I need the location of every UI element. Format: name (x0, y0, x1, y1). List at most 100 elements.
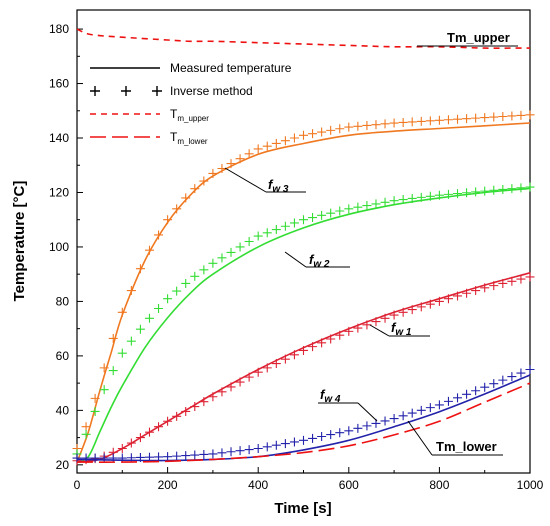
fw2-inverse-point (317, 210, 327, 220)
fw2-inverse-point (462, 188, 472, 198)
fw3-inverse-point (308, 129, 318, 139)
y-tick-label: 100 (49, 240, 69, 254)
fw3-inverse-point (389, 118, 399, 128)
fw2-inverse-point (326, 208, 336, 218)
fw4-inverse-point (443, 396, 453, 406)
fw1-label: fw 1 (391, 320, 412, 338)
fw1-inverse-point (498, 278, 508, 288)
fw1-inverse-point (126, 438, 136, 448)
fw1-inverse-point (380, 313, 390, 323)
fw4-inverse-point (416, 405, 426, 415)
fw2-inverse-point (90, 406, 100, 416)
fw3-label: fw 3 (268, 177, 289, 195)
fw1-inverse-point (244, 372, 254, 382)
fw3-inverse-point (199, 176, 209, 186)
fw3-inverse-point (117, 307, 127, 317)
fw4-inverse-point (398, 411, 408, 421)
fw2-inverse-point (516, 183, 526, 193)
fw1-inverse-point (217, 387, 227, 397)
fw2-inverse-point (443, 189, 453, 199)
y-tick-label: 80 (56, 294, 70, 308)
fw4-inverse-point (380, 416, 390, 426)
fw3-inverse-point (317, 127, 327, 137)
fw2-label: fw 2 (309, 252, 330, 270)
y-tick-label: 60 (56, 349, 70, 363)
fw4-inverse-point (135, 452, 145, 462)
legend-measured-label: Measured temperature (170, 61, 292, 75)
fw3-inverse-point (190, 184, 200, 194)
fw1-inverse-point (362, 320, 372, 330)
fw4-inverse-point (498, 375, 508, 385)
fw1-inverse-point (208, 392, 218, 402)
fw1-inverse-point (299, 345, 308, 355)
fw2-inverse-point (480, 186, 490, 196)
fw1-inverse-point (516, 274, 526, 284)
fw2-leader (284, 251, 307, 268)
legend: Measured temperature Inverse method Tm_u… (90, 61, 292, 146)
fw3-inverse-point (434, 115, 444, 125)
fw1-inverse-point (443, 294, 453, 304)
fw3-inverse-point (525, 110, 535, 120)
fw4-inverse-point (434, 400, 444, 410)
x-tick-label: 800 (429, 478, 449, 492)
x-tick-label: 0 (74, 478, 81, 492)
fw3-inverse-point (172, 204, 182, 214)
fw1-leader (369, 324, 390, 337)
fw2-inverse-point (208, 258, 218, 268)
fw3-inverse-point (471, 113, 481, 123)
fw1-inverse-point (181, 406, 191, 416)
y-tick-label: 40 (56, 403, 70, 417)
fw2-inverse-point (353, 202, 363, 212)
fw1-inverse-point (226, 382, 236, 392)
fw1-inverse-point (507, 276, 517, 286)
fw3-measured-line (76, 122, 531, 463)
fw4-inverse-point (471, 386, 481, 396)
fw1-inverse-point (525, 272, 535, 282)
fw4-inverse-point (99, 453, 109, 463)
fw3-inverse-point (480, 113, 490, 123)
fw4-inverse-point (362, 421, 372, 431)
fw2-inverse-point (181, 278, 191, 288)
fw3-inverse-point (208, 168, 218, 178)
fw3-inverse-point (108, 333, 118, 343)
fw3-inverse-point (181, 193, 191, 203)
fw1-inverse-point (434, 296, 444, 306)
fw3-inverse-point (244, 149, 254, 159)
axis-ticks: 0 200 400 600 800 1000 20 40 60 80 100 120 140 160 180 (49, 22, 544, 492)
fw3-inverse-point (235, 154, 245, 164)
fw4-inverse-point (172, 451, 182, 461)
x-tick-label: 200 (158, 478, 178, 492)
fw1-inverse-point (371, 317, 381, 327)
y-tick-label: 140 (49, 131, 69, 145)
t-lower-label: Tm_lower (436, 439, 497, 454)
fw2-inverse-point (235, 242, 245, 252)
fw4-inverse-point (480, 382, 490, 392)
fw2-inverse-point (226, 247, 236, 257)
fw3-inverse-point (462, 114, 472, 124)
fw4-inverse-point (244, 445, 254, 455)
fw4-inverse-point (190, 450, 200, 460)
fw3-inverse-point (144, 245, 154, 255)
fw4-inverse-point (425, 403, 435, 413)
x-tick-label: 1000 (517, 478, 544, 492)
fw3-inverse-point (453, 114, 463, 124)
fw4-inverse-point (462, 389, 472, 399)
fw4-label: fw 4 (320, 387, 341, 405)
fw2-inverse-point (344, 204, 354, 214)
x-axis-title: Time [s] (274, 500, 331, 517)
fw1-inverse-point (289, 350, 299, 360)
fw1-inverse-point (407, 305, 417, 315)
fw1-inverse-point (398, 307, 408, 317)
fw3-inverse-point (507, 111, 517, 121)
fw4-inverse-point (280, 439, 290, 449)
fw2-inverse-point (371, 199, 381, 209)
fw2-inverse-point (425, 191, 435, 201)
fw4-inverse-point (144, 452, 154, 462)
y-tick-label: 20 (56, 458, 70, 472)
fw4-inverse-point (262, 442, 272, 452)
fw1-inverse-point (480, 283, 490, 293)
fw2-inverse-point (389, 196, 399, 206)
fw2-inverse-point (416, 192, 426, 202)
fw3-inverse-point (289, 133, 299, 143)
fw2-inverse-point (434, 190, 444, 200)
